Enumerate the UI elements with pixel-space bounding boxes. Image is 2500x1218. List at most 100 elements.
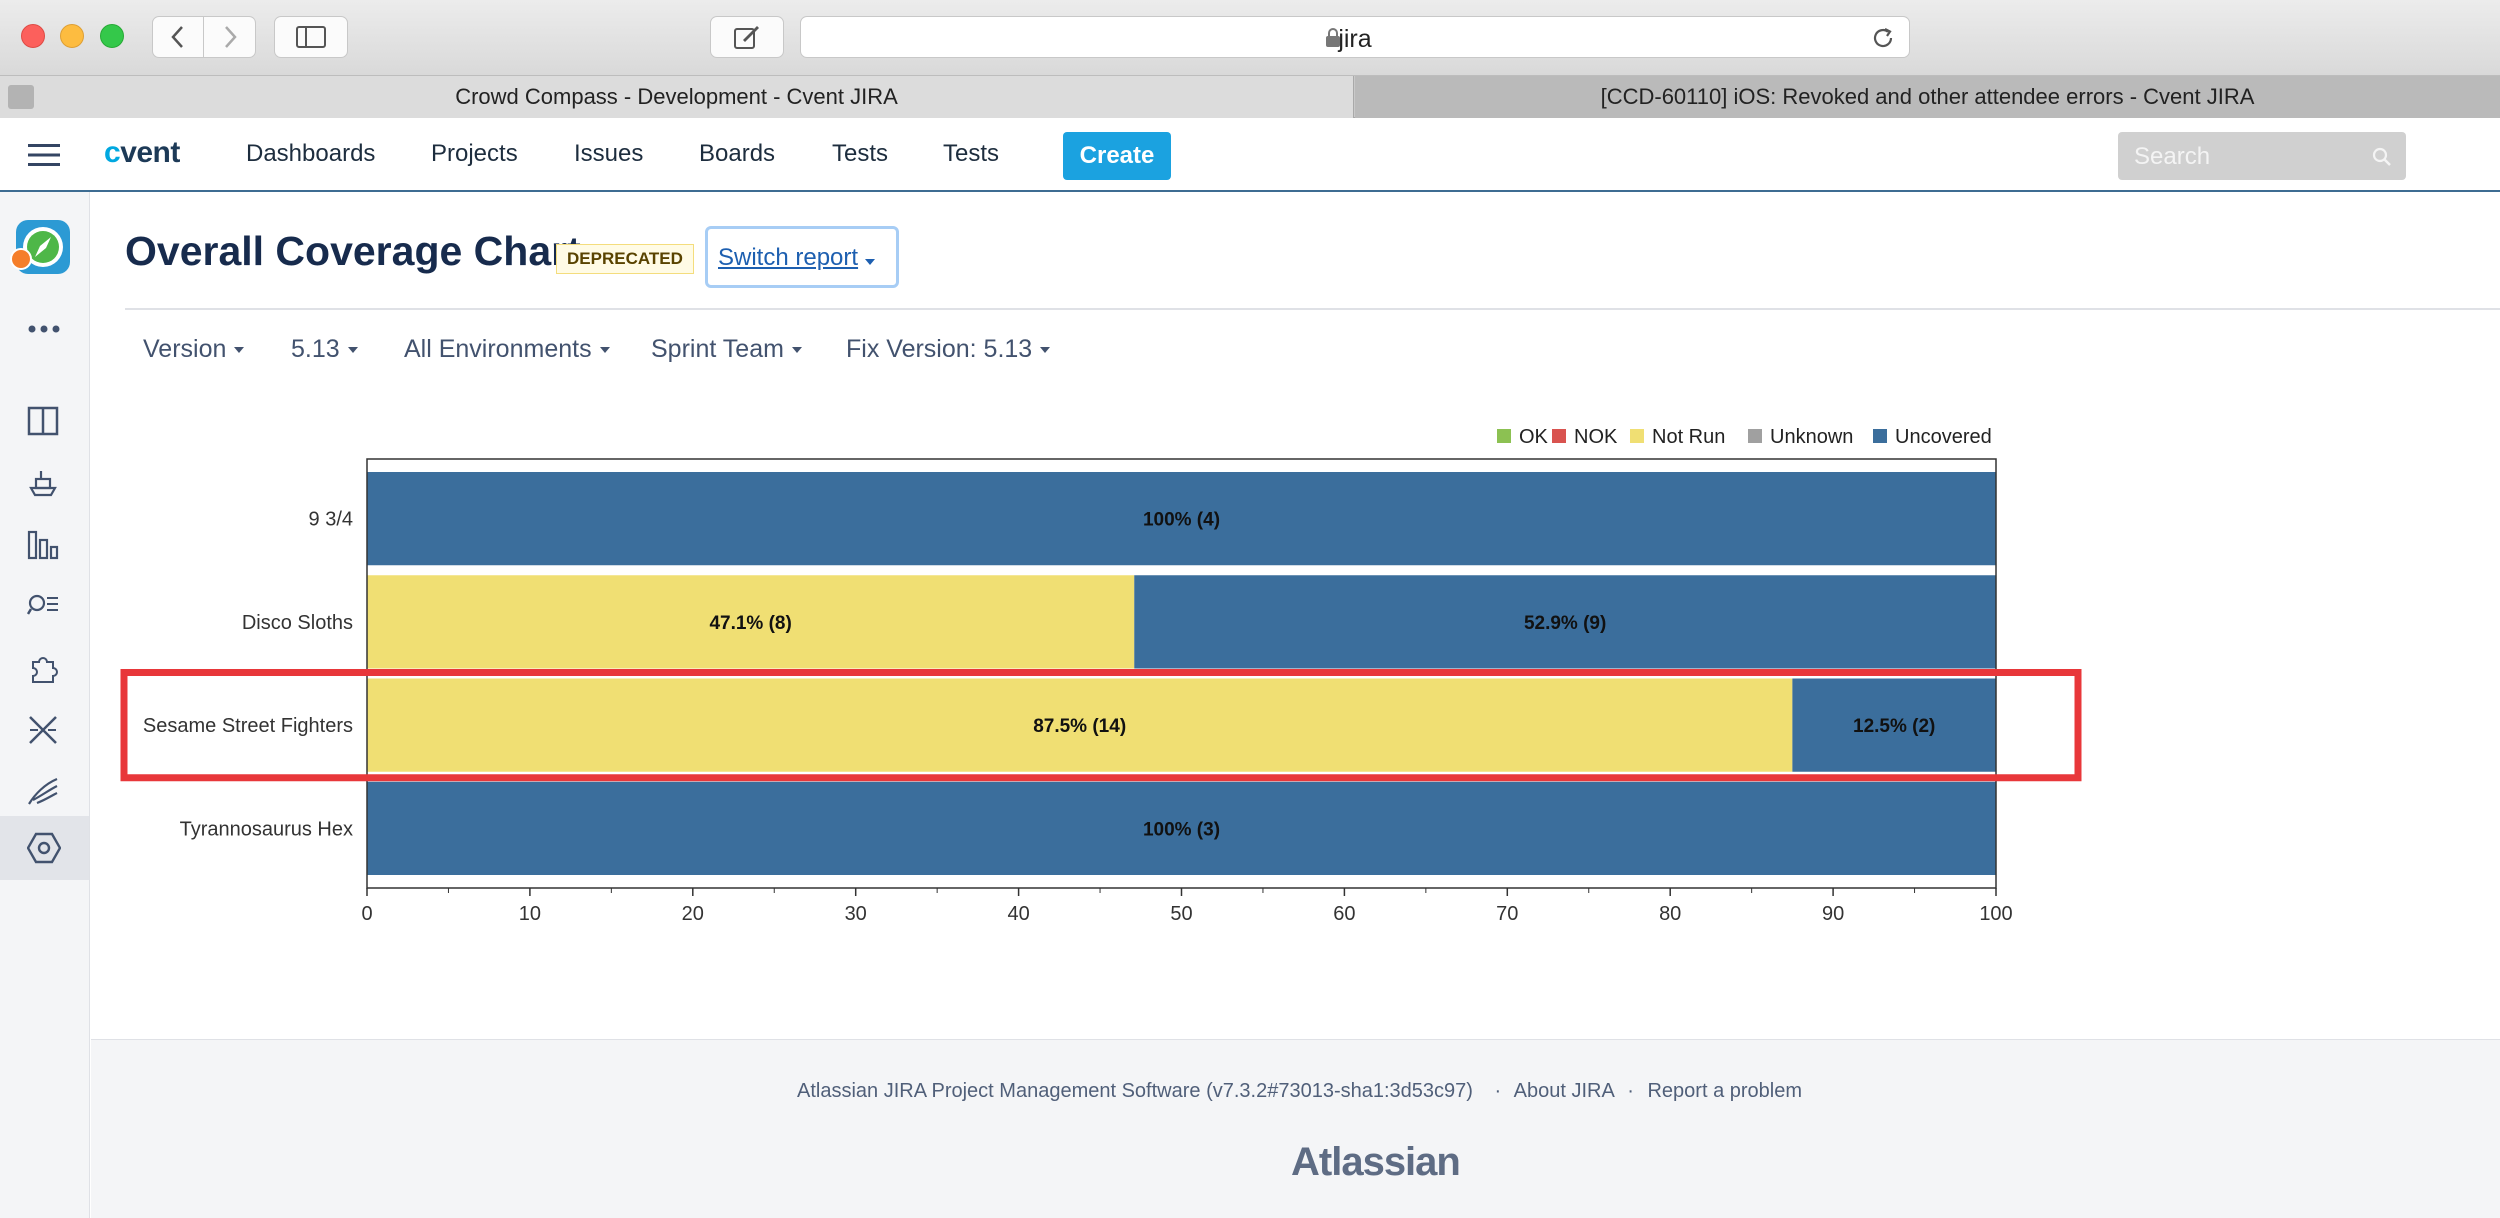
board-icon[interactable]: [27, 406, 59, 436]
category-label: Disco Sloths: [242, 612, 353, 634]
compose-button[interactable]: [710, 16, 784, 58]
create-button[interactable]: Create: [1063, 132, 1171, 180]
more-icon[interactable]: [27, 324, 61, 334]
cvent-logo[interactable]: cvent: [104, 136, 180, 170]
nav-dashboards[interactable]: Dashboards: [246, 140, 376, 167]
x-tick-label: 100: [1979, 903, 2012, 925]
caret-down-icon: [865, 259, 875, 265]
ship-icon[interactable]: [27, 468, 59, 498]
add-ons-icon[interactable]: [27, 652, 59, 684]
x-tick-label: 30: [845, 903, 867, 925]
reload-icon[interactable]: [1871, 26, 1895, 50]
caret-down-icon: [347, 347, 358, 354]
data-label: 12.5% (2): [1853, 716, 1935, 737]
filter-label: Fix Version: 5.13: [846, 335, 1033, 363]
data-label: 100% (3): [1143, 819, 1220, 840]
window-maximize-button[interactable]: [100, 24, 124, 48]
nav-boards[interactable]: Boards: [699, 140, 776, 167]
xray-icon[interactable]: [27, 714, 59, 746]
compass-icon: [23, 227, 63, 267]
legend-label: Uncovered: [1895, 426, 1992, 448]
report-content: Overall Coverage Chart DEPRECATED Switch…: [91, 192, 2500, 1039]
filter-label: Version: [143, 335, 227, 363]
page-title: Overall Coverage Chart: [125, 228, 581, 274]
footer-software-info: Atlassian JIRA Project Management Softwa…: [796, 1080, 1473, 1102]
sidebar-active-item[interactable]: [0, 816, 89, 880]
filter-label: Sprint Team: [651, 335, 784, 363]
logo-text: vent: [120, 136, 180, 169]
browser-toolbar: jira: [0, 0, 2500, 76]
browser-tab[interactable]: [CCD-60110] iOS: Revoked and other atten…: [1355, 76, 2500, 118]
bar-uncovered: [1134, 575, 1996, 669]
window-minimize-button[interactable]: [60, 24, 84, 48]
report-problem-link[interactable]: Report a problem: [1647, 1080, 1803, 1102]
footer-separator: ·: [1627, 1080, 1634, 1102]
filter-environments[interactable]: All Environments: [404, 335, 610, 364]
legend-swatch: [1630, 429, 1644, 443]
settings-hexagon-icon: [27, 832, 61, 864]
reports-icon[interactable]: [27, 530, 59, 560]
forward-button[interactable]: [204, 16, 256, 58]
caret-down-icon: [234, 347, 245, 354]
legend-swatch: [1497, 429, 1511, 443]
search-box[interactable]: Search: [2118, 132, 2406, 180]
jira-header: cvent Dashboards Projects Issues Boards …: [0, 118, 2500, 192]
switch-report-dropdown[interactable]: Switch report: [705, 226, 899, 288]
nav-tests[interactable]: Tests: [832, 140, 889, 167]
legend-label: Unknown: [1770, 426, 1853, 448]
footer-separator: ·: [1494, 1080, 1502, 1102]
page-footer: Atlassian JIRA Project Management Softwa…: [91, 1039, 2500, 1218]
hamburger-menu-icon[interactable]: [28, 143, 60, 167]
x-tick-label: 60: [1333, 903, 1355, 925]
search-input[interactable]: Search: [2134, 143, 2211, 170]
legend-swatch: [1873, 429, 1887, 443]
project-avatar[interactable]: [16, 220, 70, 274]
wing-icon[interactable]: [27, 776, 59, 806]
category-label: Sesame Street Fighters: [143, 715, 353, 737]
category-label: Tyrannosaurus Hex: [180, 818, 353, 840]
chevron-left-icon: [171, 26, 183, 48]
bar-uncovered: [367, 781, 1996, 875]
nav-projects[interactable]: Projects: [431, 140, 518, 167]
sidebar-toggle-button[interactable]: [274, 16, 348, 58]
window-close-button[interactable]: [21, 24, 45, 48]
tab-favicon-icon: [8, 85, 34, 109]
x-tick-label: 90: [1822, 903, 1844, 925]
address-bar[interactable]: jira: [800, 16, 1910, 58]
data-label: 52.9% (9): [1524, 613, 1606, 634]
x-tick-label: 40: [1007, 903, 1029, 925]
nav-issues[interactable]: Issues: [574, 140, 644, 167]
data-label: 87.5% (14): [1033, 716, 1126, 737]
caret-down-icon: [791, 347, 802, 354]
filter-sprint-team[interactable]: Sprint Team: [651, 335, 802, 364]
url-text: jira: [1338, 25, 1372, 53]
caret-down-icon: [599, 347, 610, 354]
x-tick-label: 20: [682, 903, 704, 925]
deprecated-badge: DEPRECATED: [556, 244, 694, 274]
filter-version-value[interactable]: 5.13: [291, 335, 358, 364]
category-label: 9 3/4: [309, 509, 353, 531]
legend-label: Not Run: [1652, 426, 1725, 448]
data-label: 100% (4): [1143, 510, 1220, 531]
x-tick-label: 50: [1170, 903, 1192, 925]
legend-label: NOK: [1574, 426, 1618, 448]
filter-fix-version[interactable]: Fix Version: 5.13: [846, 335, 1051, 364]
bar-uncovered: [1792, 678, 1996, 772]
tab-title: Crowd Compass - Development - Cvent JIRA: [455, 84, 898, 109]
nav-tests-2[interactable]: Tests: [943, 140, 1000, 167]
bar-not-run: [367, 678, 1793, 772]
project-sidebar: [0, 192, 90, 1218]
about-jira-link[interactable]: About JIRA: [1513, 1080, 1614, 1102]
back-button[interactable]: [152, 16, 204, 58]
legend-swatch: [1552, 429, 1566, 443]
filter-version[interactable]: Version: [143, 335, 245, 364]
browser-tab-active[interactable]: Crowd Compass - Development - Cvent JIRA: [0, 76, 1354, 118]
chevron-right-icon: [224, 26, 237, 48]
atlassian-logo[interactable]: Atlassian: [1291, 1140, 1461, 1184]
sidebar-icon: [296, 26, 326, 48]
issue-search-icon[interactable]: [27, 592, 59, 620]
search-icon[interactable]: [2372, 147, 2392, 167]
legend-swatch: [1748, 429, 1762, 443]
lock-icon: [1326, 28, 1340, 47]
highlight-box: [120, 669, 2082, 782]
